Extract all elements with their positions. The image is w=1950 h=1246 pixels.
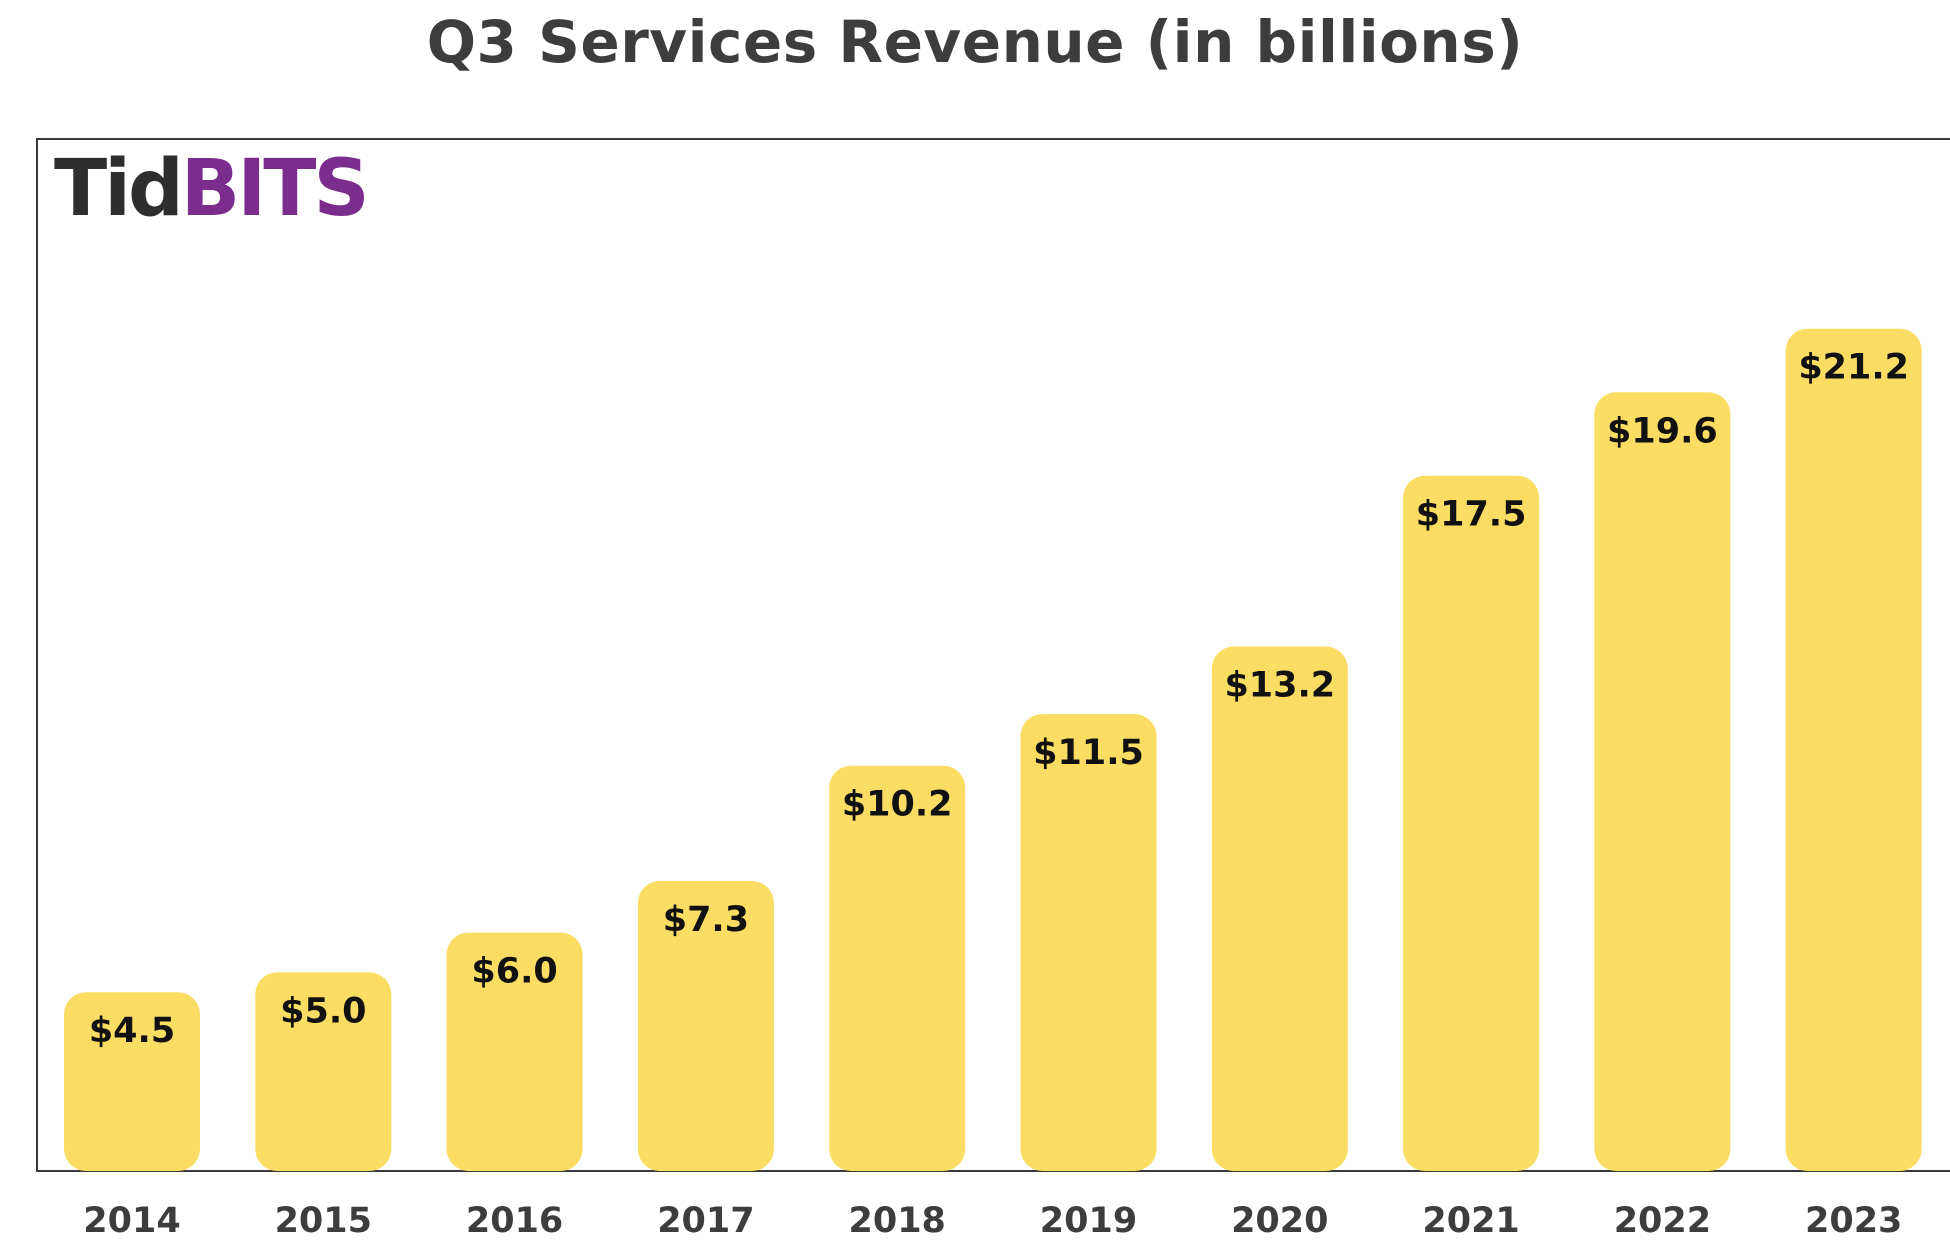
data-label-2021: $17.5 [1416,495,1527,535]
data-label-2020: $13.2 [1224,666,1335,706]
data-label-2014: $4.5 [89,1011,175,1051]
data-label-2019: $11.5 [1033,733,1144,773]
x-tick-label-2016: 2016 [466,1201,563,1241]
x-tick-label-2022: 2022 [1614,1201,1711,1241]
data-label-2016: $6.0 [471,952,557,992]
data-label-2017: $7.3 [663,900,749,940]
x-tick-label-2019: 2019 [1040,1201,1137,1241]
x-tick-label-2015: 2015 [275,1201,372,1241]
tidbits-logo: TidBITS [54,150,370,228]
bar-2014 [64,992,200,1171]
x-tick-label-2018: 2018 [848,1201,945,1241]
logo-text-tid: Tid [54,144,184,234]
data-label-2018: $10.2 [842,785,953,825]
chart-title: Q3 Services Revenue (in billions) [426,8,1524,76]
data-label-2022: $19.6 [1607,411,1718,451]
data-label-2023: $21.2 [1798,348,1909,388]
bar-2016 [446,932,583,1171]
x-tick-label-2023: 2023 [1805,1201,1902,1241]
bar-2015 [255,972,392,1171]
x-tick-label-2020: 2020 [1231,1201,1328,1241]
x-tick-label-2017: 2017 [657,1201,754,1241]
bar-2018 [829,765,966,1171]
bar-2017 [637,880,774,1171]
bar-2020 [1211,646,1348,1171]
bar-2021 [1403,475,1540,1171]
logo-text-bits: BITS [180,144,370,234]
data-label-2015: $5.0 [280,991,366,1031]
bar-2019 [1020,714,1157,1171]
x-tick-label-2014: 2014 [83,1201,180,1241]
bar-2022 [1594,392,1731,1171]
x-tick-label-2021: 2021 [1422,1201,1519,1241]
bar-2023 [1785,328,1922,1171]
